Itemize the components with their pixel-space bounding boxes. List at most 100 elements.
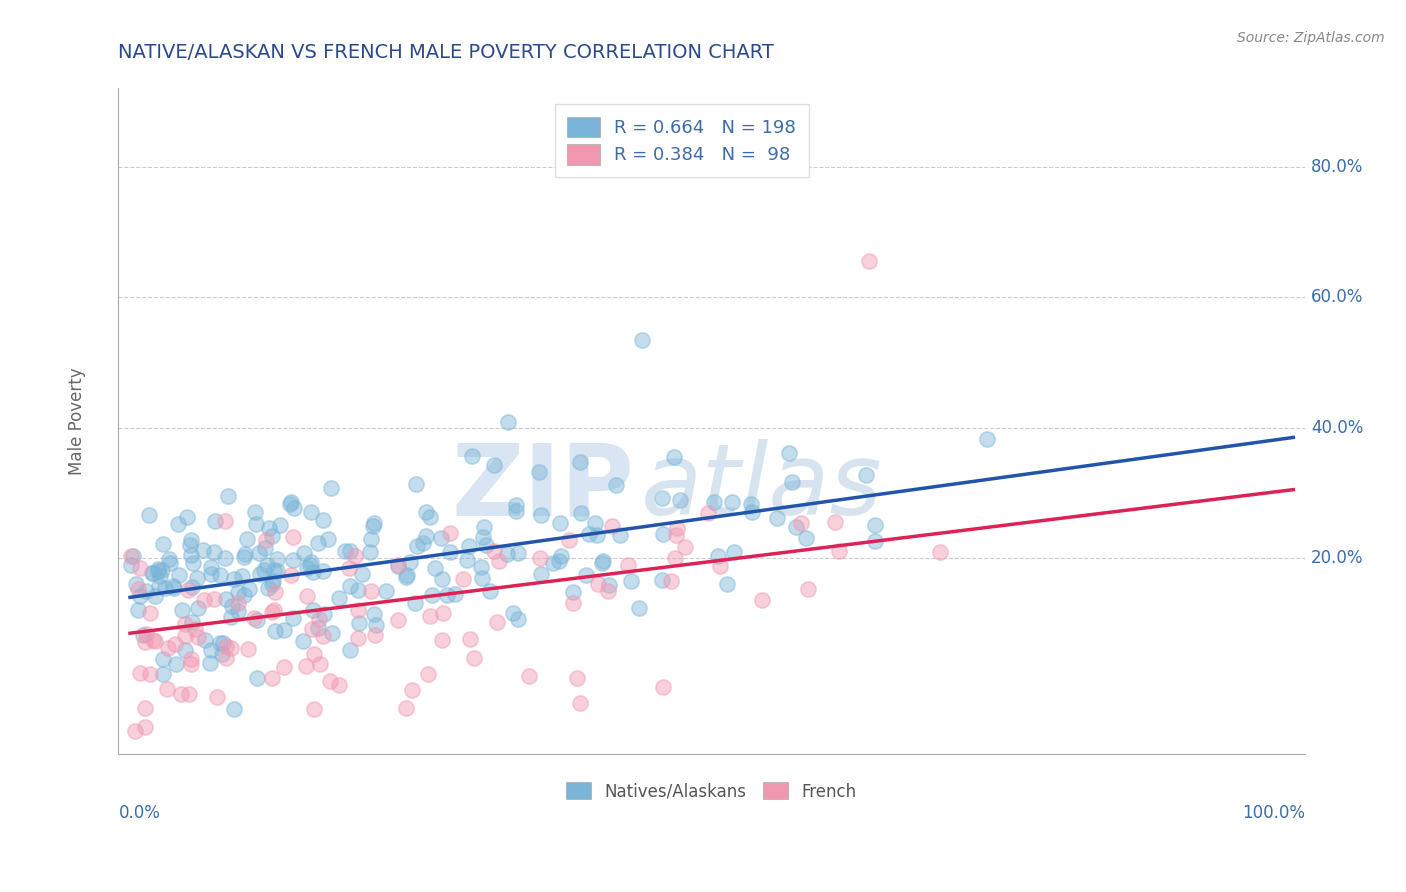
Point <box>328 591 350 605</box>
Point <box>191 543 214 558</box>
Point <box>665 528 688 542</box>
Point <box>505 498 527 512</box>
Point <box>316 533 339 547</box>
Point <box>263 563 285 577</box>
Point <box>266 564 288 578</box>
Point <box>299 555 322 569</box>
Text: 60.0%: 60.0% <box>1310 288 1364 306</box>
Point <box>212 636 235 650</box>
Point <box>233 588 256 602</box>
Point <box>346 602 368 616</box>
Point <box>246 613 269 627</box>
Point <box>662 450 685 464</box>
Point <box>506 612 529 626</box>
Point <box>430 532 453 546</box>
Point <box>247 546 270 560</box>
Point <box>863 518 886 533</box>
Point <box>471 571 494 585</box>
Point <box>456 553 478 567</box>
Point <box>399 555 422 569</box>
Point <box>134 720 156 734</box>
Point <box>565 671 588 685</box>
Point <box>217 489 239 503</box>
Point <box>780 475 803 490</box>
Point <box>502 606 524 620</box>
Point <box>221 599 243 614</box>
Point <box>226 596 249 610</box>
Point <box>166 517 188 532</box>
Point <box>360 532 382 546</box>
Point <box>406 539 429 553</box>
Point <box>297 561 319 575</box>
Point <box>395 568 418 582</box>
Point <box>716 577 738 591</box>
Point <box>157 551 180 566</box>
Point <box>181 581 204 595</box>
Point <box>432 606 454 620</box>
Point <box>254 533 277 548</box>
Point <box>583 516 606 530</box>
Point <box>214 650 236 665</box>
Point <box>162 579 184 593</box>
Point <box>262 577 284 591</box>
Point <box>295 659 318 673</box>
Point <box>436 589 458 603</box>
Point <box>547 554 569 568</box>
Point <box>432 572 454 586</box>
Point <box>361 518 384 533</box>
Point <box>302 603 325 617</box>
Point <box>138 508 160 522</box>
Point <box>605 478 627 492</box>
Point <box>596 584 619 599</box>
Point <box>166 657 188 672</box>
Point <box>374 583 396 598</box>
Point <box>226 584 249 599</box>
Point <box>659 574 682 588</box>
Point <box>243 611 266 625</box>
Point <box>194 633 217 648</box>
Point <box>273 660 295 674</box>
Point <box>855 468 877 483</box>
Point <box>419 509 441 524</box>
Point <box>246 671 269 685</box>
Point <box>169 568 191 582</box>
Text: 20.0%: 20.0% <box>1310 549 1364 567</box>
Point <box>474 520 496 534</box>
Point <box>664 551 686 566</box>
Point <box>495 547 517 561</box>
Point <box>143 590 166 604</box>
Point <box>415 506 437 520</box>
Point <box>517 669 540 683</box>
Point <box>308 657 330 671</box>
Point <box>179 687 201 701</box>
Point <box>165 637 187 651</box>
Point <box>263 603 285 617</box>
Point <box>135 584 157 599</box>
Point <box>180 549 202 563</box>
Point <box>415 529 437 543</box>
Point <box>134 701 156 715</box>
Point <box>291 634 314 648</box>
Point <box>364 618 387 632</box>
Point <box>125 577 148 591</box>
Point <box>226 604 249 618</box>
Point <box>292 546 315 560</box>
Point <box>308 612 330 626</box>
Point <box>472 530 495 544</box>
Point <box>135 627 157 641</box>
Point <box>387 558 409 572</box>
Point <box>278 497 301 511</box>
Point <box>233 549 256 564</box>
Point <box>256 558 278 572</box>
Text: NATIVE/ALASKAN VS FRENCH MALE POVERTY CORRELATION CHART: NATIVE/ALASKAN VS FRENCH MALE POVERTY CO… <box>118 43 775 62</box>
Point <box>222 572 245 586</box>
Point <box>243 505 266 519</box>
Point <box>142 566 165 581</box>
Point <box>122 549 145 564</box>
Point <box>598 578 620 592</box>
Point <box>600 519 623 533</box>
Point <box>179 538 201 552</box>
Point <box>173 617 195 632</box>
Point <box>751 593 773 607</box>
Point <box>620 574 643 588</box>
